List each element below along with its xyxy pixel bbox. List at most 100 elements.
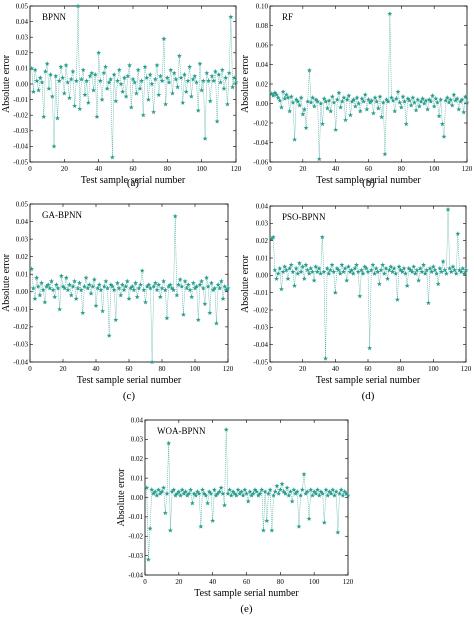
data-point: [380, 262, 386, 268]
data-point: [111, 287, 117, 293]
data-point: [421, 100, 427, 106]
y-tick-label: -0.03: [253, 324, 268, 332]
x-tick-label: 100: [309, 578, 320, 586]
data-point: [156, 92, 162, 98]
data-point: [101, 70, 107, 76]
data-point: [235, 487, 241, 492]
data-point: [321, 520, 327, 525]
data-point: [183, 89, 189, 94]
data-point: [157, 294, 163, 300]
data-point: [275, 95, 281, 100]
data-point: [82, 92, 88, 98]
data-point: [274, 483, 280, 488]
data-point: [272, 267, 278, 273]
data-point: [172, 213, 178, 219]
data-point: [280, 269, 286, 274]
data-point: [42, 299, 48, 305]
data-point: [182, 72, 187, 77]
data-point: [407, 267, 413, 273]
data-point: [388, 264, 394, 269]
data-point: [224, 101, 230, 107]
data-point: [150, 491, 156, 496]
panel-title: BPNN: [42, 12, 67, 22]
data-point: [345, 264, 351, 269]
y-tick-label: -0.04: [253, 139, 268, 147]
data-point: [383, 265, 389, 271]
data-point: [225, 285, 231, 291]
data-point: [306, 67, 312, 73]
data-point: [179, 487, 185, 492]
data-point: [310, 492, 315, 498]
data-point: [323, 355, 329, 361]
data-point: [409, 269, 415, 274]
x-axis-title: Test sample serial number: [194, 588, 299, 599]
data-point: [405, 96, 411, 101]
data-point: [222, 283, 228, 289]
data-point: [262, 489, 268, 494]
data-point: [87, 73, 93, 79]
x-tick-label: 40: [332, 365, 340, 373]
data-point: [373, 265, 379, 271]
y-tick-label: 0.03: [256, 220, 269, 228]
data-point: [344, 97, 350, 102]
data-point: [62, 285, 68, 291]
data-point: [406, 265, 412, 271]
data-point: [176, 489, 182, 494]
data-point: [313, 491, 319, 496]
data-point: [192, 285, 198, 291]
data-point: [65, 79, 71, 85]
data-point: [386, 267, 392, 273]
data-point: [175, 84, 181, 90]
data-point: [40, 287, 46, 293]
data-point: [328, 491, 334, 496]
y-tick-label: 0.01: [16, 271, 29, 279]
data-point: [313, 264, 319, 269]
data-point: [298, 492, 304, 498]
data-point: [206, 489, 212, 494]
data-point: [176, 53, 182, 59]
data-point: [114, 280, 120, 286]
x-tick-label: 40: [209, 578, 217, 586]
data-point: [173, 76, 179, 82]
data-point: [442, 267, 448, 273]
data-point: [423, 97, 429, 103]
data-point: [274, 92, 280, 97]
y-tick-label: 0.05: [16, 2, 29, 10]
y-tick-label: -0.02: [13, 112, 28, 120]
data-point: [326, 271, 332, 276]
data-point: [308, 99, 314, 105]
data-point: [180, 312, 186, 317]
data-point: [230, 84, 236, 90]
x-tick-label: 80: [164, 165, 172, 173]
data-point: [439, 269, 444, 274]
data-point: [272, 90, 278, 95]
data-point: [451, 92, 457, 97]
data-point: [164, 491, 170, 496]
data-point: [411, 99, 417, 105]
y-tick-label: 0.02: [131, 455, 144, 463]
data-point: [390, 269, 395, 274]
data-point: [277, 487, 283, 492]
data-point: [127, 62, 133, 68]
data-point: [288, 262, 294, 268]
data-point: [216, 489, 222, 494]
y-tick-label: -0.02: [253, 306, 268, 314]
data-point: [156, 487, 162, 492]
data-point: [55, 285, 61, 291]
y-tick-label: 0.00: [16, 80, 29, 88]
data-point: [280, 89, 286, 94]
data-point: [341, 95, 347, 100]
panel-title: PSO-BPNN: [282, 212, 326, 222]
data-point: [346, 93, 352, 98]
x-tick-label: 0: [143, 578, 147, 586]
data-point: [192, 73, 198, 79]
data-point: [350, 271, 356, 276]
data-point: [342, 489, 348, 494]
data-point: [45, 282, 51, 287]
data-point: [202, 136, 208, 141]
data-point: [372, 271, 378, 276]
data-point: [194, 283, 200, 289]
data-point: [164, 75, 170, 80]
data-point: [457, 98, 463, 104]
